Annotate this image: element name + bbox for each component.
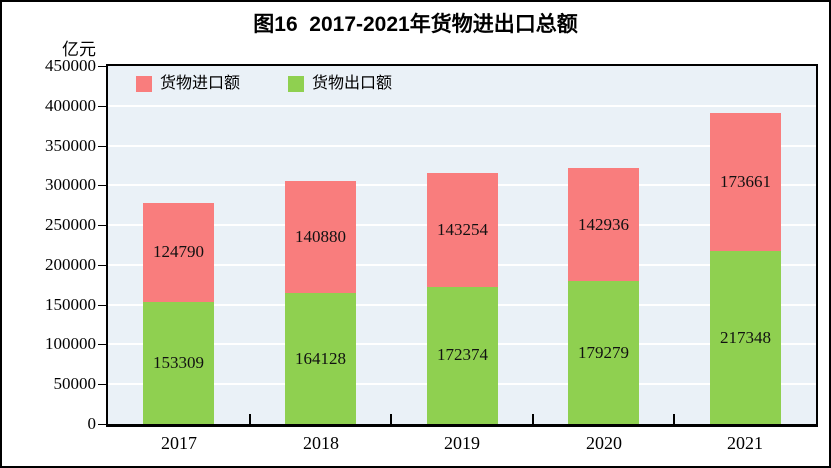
y-axis-tick xyxy=(98,424,106,425)
y-tick-label: 300000 xyxy=(45,175,96,194)
bar-segment-import: 124790 xyxy=(143,202,214,303)
bar-segment-import: 143254 xyxy=(427,172,498,287)
bar-segment-import: 142936 xyxy=(568,167,639,282)
bar-segment-import: 173661 xyxy=(710,112,781,252)
x-axis-tick xyxy=(390,414,392,424)
y-tick-label: 350000 xyxy=(45,136,96,155)
y-axis-tick xyxy=(98,185,106,186)
y-axis-tick xyxy=(98,305,106,306)
y-axis-tick xyxy=(98,66,106,67)
y-tick-label: 100000 xyxy=(45,334,96,353)
y-tick-label: 150000 xyxy=(45,295,96,314)
x-axis-tick xyxy=(673,414,675,424)
legend-label: 货物出口额 xyxy=(312,75,393,92)
gridline xyxy=(108,104,816,107)
bar-segment-export: 153309 xyxy=(143,302,214,424)
x-axis-label: 2021 xyxy=(727,433,763,453)
bar-segment-export: 217348 xyxy=(710,251,781,424)
y-tick-label: 200000 xyxy=(45,255,96,274)
y-tick-label: 250000 xyxy=(45,215,96,234)
bar-segment-export: 179279 xyxy=(568,281,639,424)
legend-item: 货物进口额 xyxy=(136,75,240,93)
x-axis-label: 2020 xyxy=(586,433,622,453)
legend-item: 货物出口额 xyxy=(288,75,392,93)
legend: 货物进口额 货物出口额 xyxy=(136,75,392,93)
bar-segment-import: 140880 xyxy=(285,181,356,294)
x-axis-label: 2017 xyxy=(161,433,197,453)
bar-segment-export: 164128 xyxy=(285,293,356,424)
x-axis-label: 2018 xyxy=(303,433,339,453)
y-tick-label: 400000 xyxy=(45,96,96,115)
y-axis-tick xyxy=(98,265,106,266)
plot-area: 货物进口额 货物出口额 153309 124790 164128 140880 17237… xyxy=(106,64,818,427)
legend-label: 货物进口额 xyxy=(160,75,241,92)
y-tick-label: 0 xyxy=(87,414,97,433)
y-axis-tick xyxy=(98,384,106,385)
y-tick-label: 450000 xyxy=(45,56,96,75)
bar-segment-export: 172374 xyxy=(427,286,498,424)
x-axis-label: 2019 xyxy=(444,433,480,453)
y-axis-tick xyxy=(98,146,106,147)
legend-swatch-import xyxy=(136,76,152,92)
x-axis-tick xyxy=(249,414,251,424)
gridline xyxy=(108,144,816,147)
y-axis-tick xyxy=(98,225,106,226)
legend-swatch-export xyxy=(288,76,305,92)
y-axis-unit-label: 亿元 xyxy=(62,40,96,59)
y-axis-tick xyxy=(98,106,106,107)
x-axis-tick xyxy=(532,414,534,424)
chart-title: 图16 2017-2021年货物进出口总额 xyxy=(253,13,578,36)
y-axis-tick xyxy=(98,344,106,345)
y-tick-label: 50000 xyxy=(53,374,97,393)
